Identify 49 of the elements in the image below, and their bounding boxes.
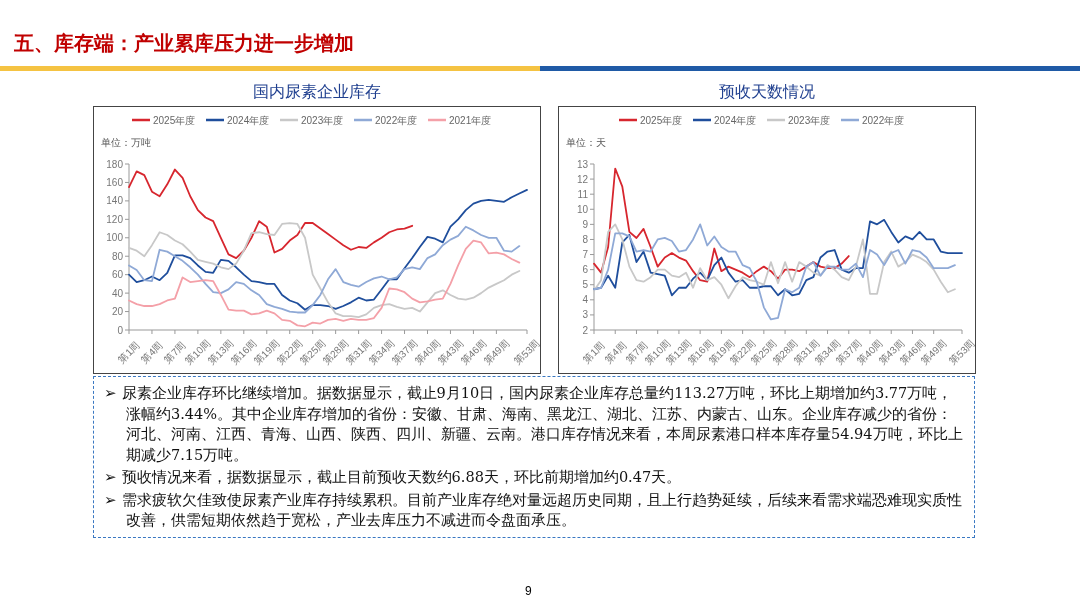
x-tick-label: 第4周 [139,339,165,365]
legend-label: 2022年度 [862,115,905,126]
y-tick-label: 0 [117,324,124,336]
text: ➢ 尿素企业库存环比继续增加。据数据显示，截止9月10日，国内尿素企业库存总量约113.27万吨，环比上期增加约3.77万吨，涨幅约3.44%。其中企业库存增加的省份：安徽、甘肃、海南、黑龙江、湖北、江苏、内蒙古、山东。企业库存减少的省份：河北、河南、江西、青海、山西、陕西、四川、新疆、云南。港口库存情况来看，本周尿素港口样本库存量54.94万吨，环比上期减少7.15万吨。 [104,384,964,465]
legend-label: 2025年度 [640,115,683,126]
y-tick-label: 80 [111,250,124,262]
x-tick-label: 第53周 [947,337,977,367]
y-tick-label: 12 [576,173,589,185]
y-tick-label: 100 [106,232,124,244]
y-tick-label: 160 [106,176,124,188]
y-tick-label: 2 [582,324,589,336]
line-series [593,167,850,283]
y-tick-label: 7 [582,249,589,261]
text: 五、库存端：产业累库压力进一步增加 [14,31,354,56]
y-tick-label: 20 [111,306,124,318]
legend-label: 2024年度 [714,115,757,126]
x-tick-label: 第1周 [116,339,142,365]
line-series [128,239,521,328]
legend-label: 2022年度 [375,115,418,126]
line-series [593,223,956,321]
line-series [128,168,414,259]
legend-label: 2024年度 [227,115,270,126]
y-tick-label: 180 [106,158,124,170]
legend-label: 2023年度 [301,115,344,126]
y-tick-label: 3 [582,309,589,321]
y-tick-label: 4 [582,294,589,306]
y-axis-title: 单位：万吨 [101,137,151,148]
y-tick-label: 60 [111,269,124,281]
y-tick-label: 13 [576,158,589,170]
y-tick-label: 10 [576,203,589,215]
y-tick-label: 6 [582,264,589,276]
chart-title: 预收天数情况 [718,82,816,102]
y-tick-label: 8 [582,233,589,245]
legend-label: 2023年度 [788,115,831,126]
y-tick-label: 40 [111,287,124,299]
y-tick-label: 11 [577,188,589,200]
y-tick-label: 9 [582,218,589,230]
y-axis-title: 单位：天 [566,137,606,148]
legend-label: 2025年度 [153,115,196,126]
y-tick-label: 5 [582,279,589,291]
legend-label: 2021年度 [449,115,492,126]
text: ➢ 需求疲软欠佳致使尿素产业库存持续累积。目前产业库存绝对量远超历史同期，且上行趋势延续，后续来看需求端恐难现实质性改善，供需短期依然趋于宽松，产业去库压力不减进而令盘面承压。 [104,490,963,531]
chart-title: 国内尿素企业库存 [252,82,382,102]
text: ➢ 预收情况来看，据数据显示，截止目前预收天数约6.88天，环比前期增加约0.47天。 [104,468,683,488]
y-tick-label: 120 [106,213,124,225]
line-series [128,188,528,311]
x-tick-label: 第53周 [512,337,542,367]
y-tick-label: 140 [106,195,124,207]
text: 9 [525,584,532,598]
